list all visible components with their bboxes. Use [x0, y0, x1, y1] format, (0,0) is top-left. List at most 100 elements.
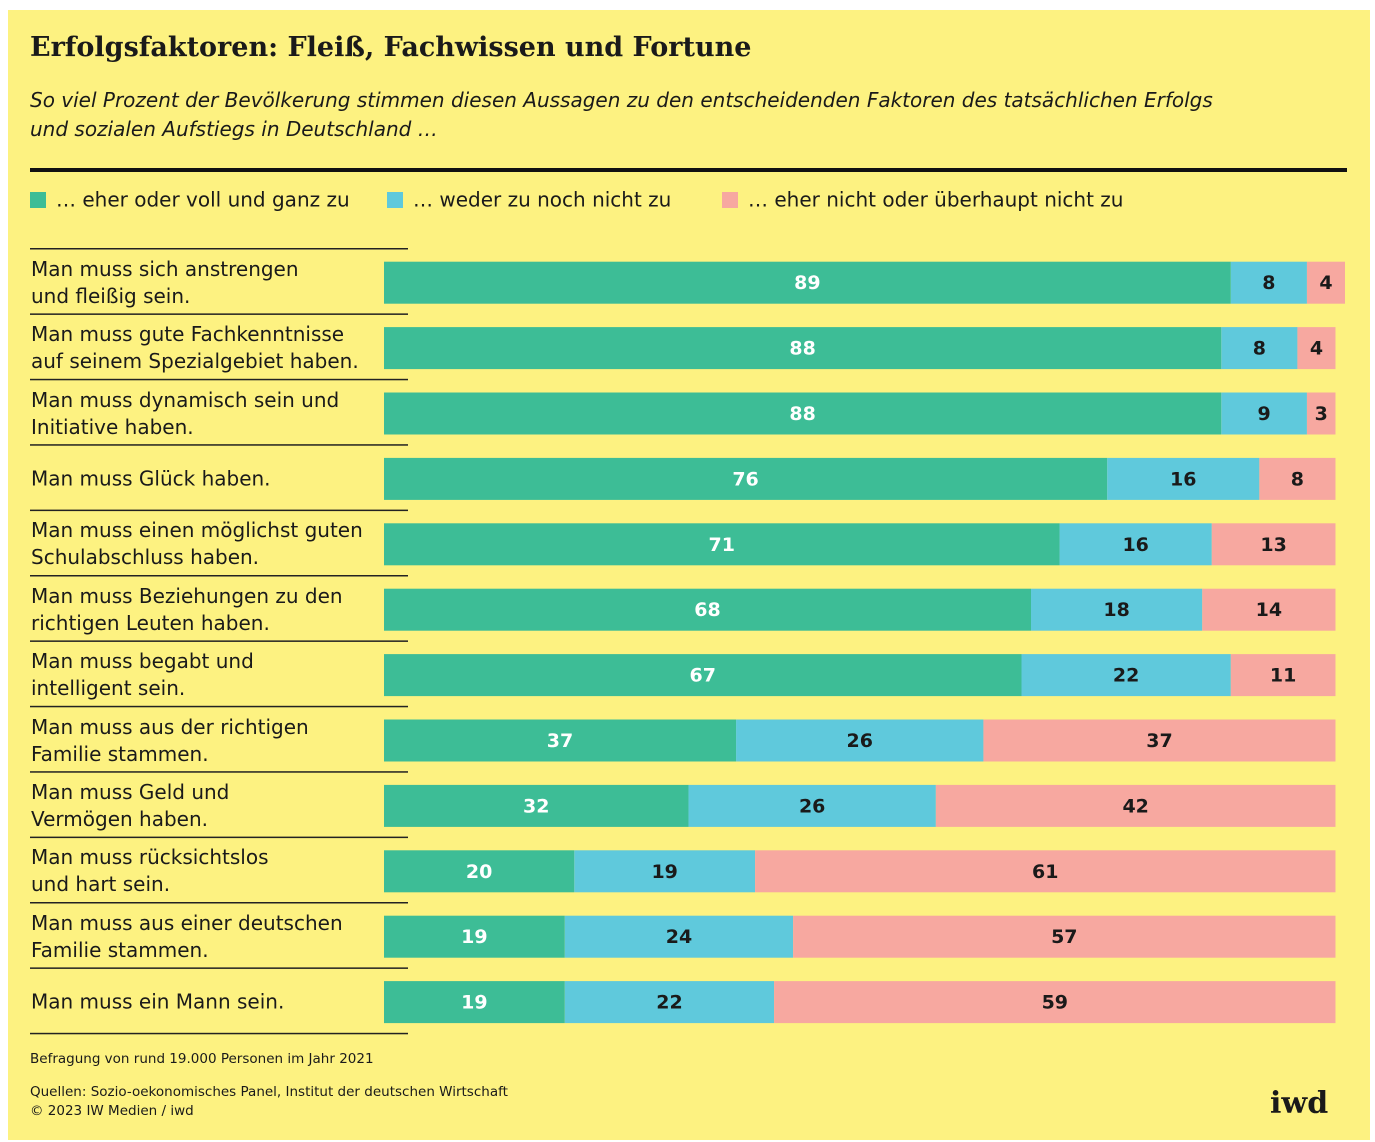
category-label: Man muss dynamisch sein und Initiative h… — [31, 387, 340, 439]
bar-segment — [1306, 261, 1345, 304]
bar-segment — [1021, 654, 1231, 697]
bar-segment — [384, 850, 575, 893]
value-label: 3 — [1315, 403, 1328, 425]
value-label: 61 — [1032, 861, 1058, 883]
value-label: 68 — [694, 599, 720, 621]
bar-segment — [384, 915, 565, 958]
row-separator — [30, 1032, 408, 1035]
bar-segment — [384, 327, 1222, 370]
legend-swatch — [30, 192, 46, 208]
category-label: Man muss begabt und intelligent sein. — [31, 649, 254, 701]
category-label: Man muss aus einer deutschen Familie sta… — [31, 910, 343, 962]
bar-segment — [1230, 654, 1336, 697]
bar-segment — [564, 915, 794, 958]
value-label: 9 — [1258, 403, 1271, 425]
bar-segment — [384, 654, 1022, 697]
row-separator — [30, 444, 408, 446]
copyright: © 2023 IW Medien / iwd — [30, 1103, 194, 1119]
bar-segment — [1259, 457, 1336, 500]
bar-segment — [1107, 457, 1260, 500]
category-label: Man muss Beziehungen zu den richtigen Le… — [31, 583, 343, 635]
bar-segment — [983, 719, 1336, 762]
value-label: 18 — [1103, 599, 1129, 621]
value-label: 24 — [666, 926, 692, 948]
category-label: Man muss rücksichtslos und hart sein. — [31, 845, 269, 897]
row-separator — [30, 509, 408, 512]
value-label: 16 — [1170, 468, 1196, 490]
value-label: 22 — [656, 992, 682, 1014]
bar-segment — [564, 981, 775, 1024]
bar-segment — [1031, 588, 1203, 631]
bar-segment — [384, 784, 689, 827]
bar-segment — [384, 523, 1060, 566]
value-label: 13 — [1260, 534, 1286, 556]
value-label: 4 — [1319, 272, 1332, 294]
legend-swatch — [722, 192, 738, 208]
category-label: Man muss einen möglichst guten Schulabsc… — [31, 518, 363, 570]
bar-segment — [1306, 392, 1336, 435]
category-label: Man muss Geld und Vermögen haben. — [31, 779, 230, 831]
value-label: 19 — [461, 992, 487, 1014]
note: Befragung von rund 19.000 Personen im Ja… — [30, 1051, 374, 1067]
row-separator — [30, 967, 408, 969]
row-separator — [30, 836, 408, 839]
value-label: 22 — [1113, 665, 1139, 687]
category-label: Man muss Glück haben. — [31, 466, 271, 491]
row-separator — [30, 378, 408, 381]
value-label: 20 — [466, 861, 492, 883]
bar-segment — [1221, 327, 1298, 370]
category-label: Man muss aus der richtigen Familie stamm… — [31, 714, 309, 766]
bar-segment — [384, 981, 565, 1024]
value-label: 14 — [1256, 599, 1282, 621]
value-label: 89 — [794, 272, 820, 294]
value-label: 59 — [1042, 992, 1068, 1014]
bar-segment — [1221, 392, 1307, 435]
value-label: 37 — [1146, 730, 1172, 752]
row-separator — [30, 575, 408, 577]
value-label: 19 — [651, 861, 677, 883]
value-label: 26 — [847, 730, 873, 752]
bar-segment — [688, 784, 936, 827]
value-label: 67 — [690, 665, 716, 687]
value-label: 42 — [1122, 795, 1148, 817]
chart-title: Erfolgsfaktoren: Fleiß, Fachwissen und F… — [30, 32, 752, 63]
logo: iwd — [1270, 1086, 1329, 1121]
bar-segment — [935, 784, 1336, 827]
bar-segment — [1297, 327, 1336, 370]
bar-segment — [774, 981, 1336, 1024]
source: Quellen: Sozio-oekonomisches Panel, Inst… — [30, 1084, 508, 1100]
value-label: 26 — [799, 795, 825, 817]
legend-label: … weder zu noch nicht zu — [413, 188, 671, 212]
row-separator — [30, 640, 408, 642]
chart-subtitle: So viel Prozent der Bevölkerung stimmen … — [30, 88, 1213, 141]
row-separator — [30, 771, 408, 773]
legend-label: … eher oder voll und ganz zu — [56, 188, 350, 212]
value-label: 88 — [789, 338, 815, 360]
category-label: Man muss sich anstrengen und fleißig sei… — [31, 256, 299, 308]
value-label: 8 — [1262, 272, 1275, 294]
bar-segment — [384, 588, 1032, 631]
bar-segment — [736, 719, 984, 762]
value-label: 37 — [547, 730, 573, 752]
bar-segment — [1059, 523, 1212, 566]
value-label: 88 — [789, 403, 815, 425]
legend-label: … eher nicht oder überhaupt nicht zu — [748, 188, 1123, 212]
chart: … eher oder voll und ganz zu … weder zu n… — [8, 10, 1370, 1140]
category-label: Man muss ein Mann sein. — [31, 989, 285, 1014]
value-label: 4 — [1310, 338, 1323, 360]
row-separator — [30, 902, 408, 904]
legend-swatch — [387, 192, 403, 208]
value-label: 57 — [1051, 926, 1077, 948]
bar-segment — [574, 850, 756, 893]
value-label: 32 — [523, 795, 549, 817]
row-separator — [30, 248, 408, 250]
category-label: Man muss gute Fachkenntnisse auf seinem … — [31, 322, 359, 374]
value-label: 19 — [461, 926, 487, 948]
bar-segment — [793, 915, 1336, 958]
value-label: 71 — [709, 534, 735, 556]
bar-segment — [1230, 261, 1307, 304]
bar-segment — [384, 392, 1222, 435]
bar-segment — [384, 457, 1108, 500]
header-rule — [30, 168, 1347, 172]
row-separator — [30, 705, 408, 708]
